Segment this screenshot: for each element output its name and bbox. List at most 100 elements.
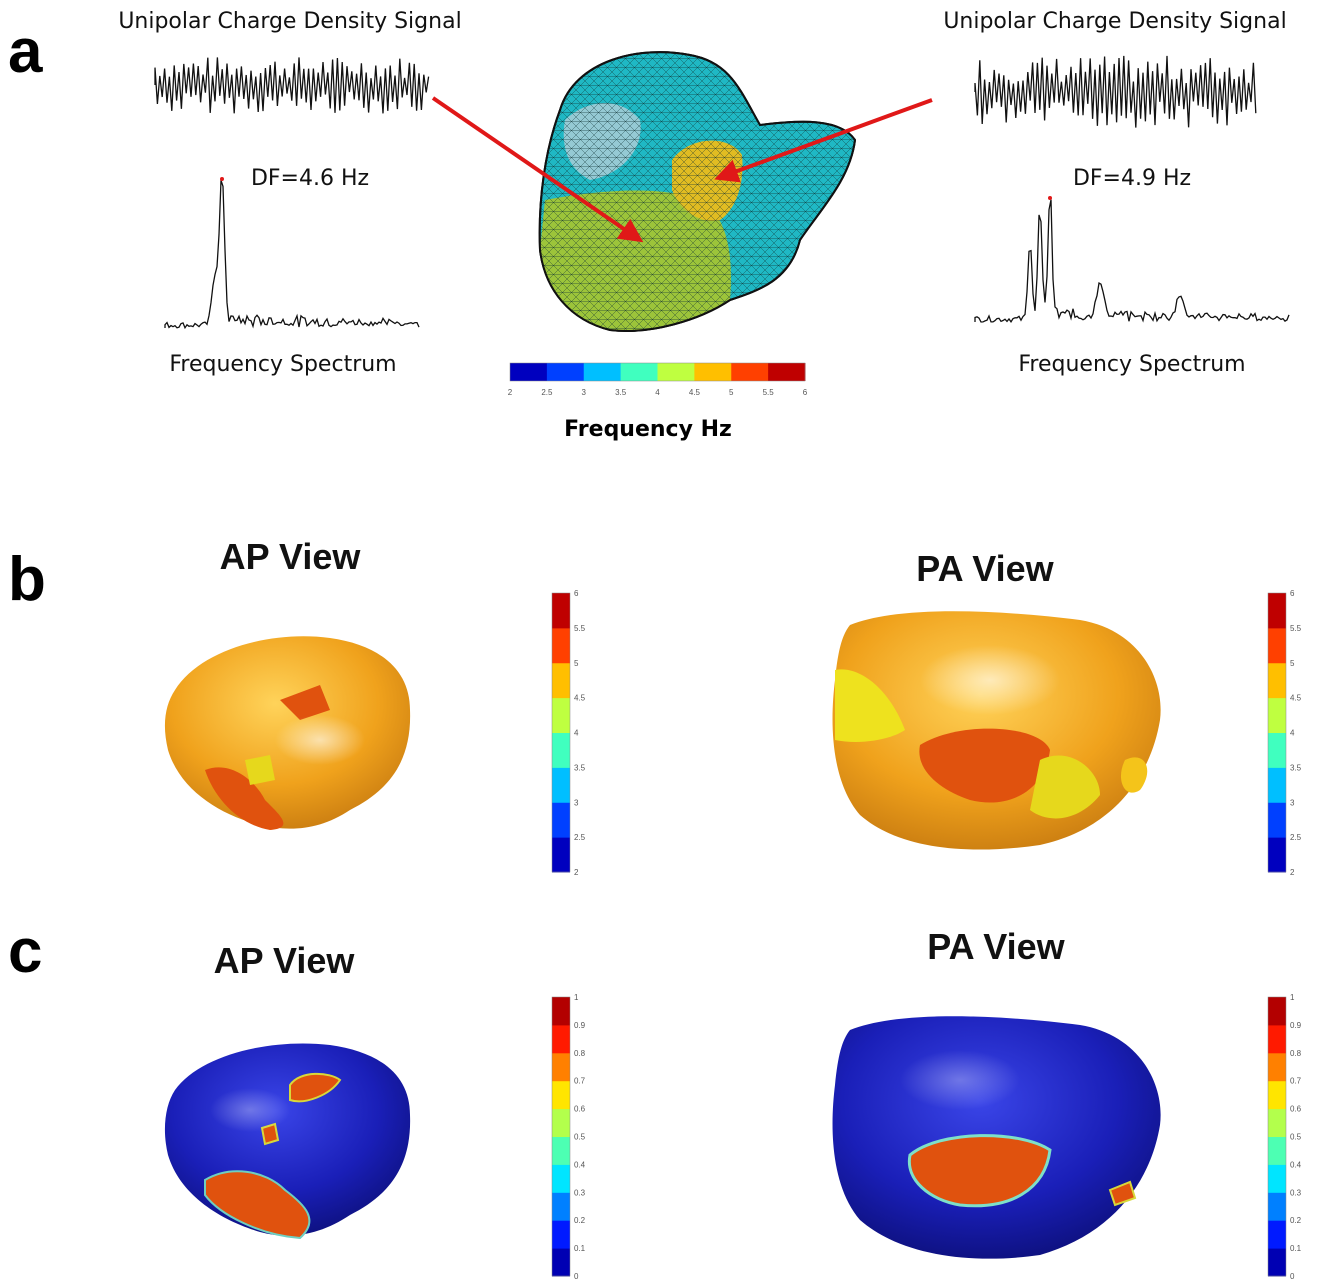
view-title: AP View xyxy=(214,940,356,981)
colorbar-tick-label: 5 xyxy=(1290,659,1295,668)
colorbar-tick-label: 4.5 xyxy=(1290,694,1302,703)
colorbar-tick-label: 0.4 xyxy=(574,1160,586,1169)
colorbar-tick-label: 2 xyxy=(508,388,513,397)
atrial-map xyxy=(833,611,1161,849)
spectrum-trace xyxy=(975,200,1289,322)
atrial-mesh xyxy=(540,52,855,331)
colorbar-block xyxy=(1268,628,1286,663)
colorbar-tick-label: 5.5 xyxy=(763,388,775,397)
colorbar-tick-label: 3 xyxy=(574,798,579,807)
colorbar-block xyxy=(1268,837,1286,872)
colorbar-block xyxy=(552,593,570,628)
colorbar-label: Frequency Hz xyxy=(564,417,732,442)
colorbar-block xyxy=(552,997,570,1025)
colorbar-tick-label: 0 xyxy=(574,1272,579,1280)
colorbar-block xyxy=(552,1220,570,1248)
colorbar-tick-label: 1 xyxy=(574,993,579,1002)
colorbar-block xyxy=(552,1109,570,1137)
atrial-map xyxy=(833,1016,1161,1258)
colorbar-tick-label: 6 xyxy=(1290,589,1295,598)
signal-title: Unipolar Charge Density Signal xyxy=(118,9,461,34)
spectrum-title: Frequency Spectrum xyxy=(169,352,396,377)
colorbar-tick-label: 0.3 xyxy=(1290,1188,1302,1197)
colorbar-tick-label: 2 xyxy=(574,868,579,877)
colorbar-block xyxy=(1268,593,1286,628)
colorbar-tick-label: 0.6 xyxy=(574,1105,586,1114)
colorbar-block xyxy=(552,1025,570,1053)
colorbar-tick-label: 5 xyxy=(729,388,734,397)
colorbar-block xyxy=(1268,802,1286,837)
colorbar-tick-label: 4 xyxy=(574,729,579,738)
atrial-map xyxy=(165,636,410,830)
colorbar-block xyxy=(1268,1164,1286,1192)
colorbar-tick-label: 0.7 xyxy=(1290,1077,1302,1086)
colorbar-block xyxy=(658,363,695,381)
colorbar-tick-label: 5 xyxy=(574,659,579,668)
colorbar-block xyxy=(552,837,570,872)
colorbar-block xyxy=(552,1248,570,1276)
panel-label: b xyxy=(8,545,46,614)
colorbar-block xyxy=(552,767,570,802)
colorbar-block xyxy=(1268,1248,1286,1276)
signal-title: Unipolar Charge Density Signal xyxy=(943,9,1286,34)
colorbar-block xyxy=(1268,663,1286,698)
view-title: PA View xyxy=(916,548,1054,589)
colorbar-tick-label: 4.5 xyxy=(574,694,586,703)
colorbar-block xyxy=(1268,1109,1286,1137)
colorbar-block xyxy=(731,363,768,381)
colorbar-block xyxy=(552,1137,570,1165)
colorbar-tick-label: 0.1 xyxy=(574,1244,586,1253)
colorbar-block xyxy=(1268,997,1286,1025)
spectrum-trace xyxy=(165,180,419,328)
colorbar-block xyxy=(1268,1220,1286,1248)
colorbar-block xyxy=(694,363,731,381)
colorbar-tick-label: 0 xyxy=(1290,1272,1295,1280)
view-title: AP View xyxy=(220,536,362,577)
colorbar-tick-label: 2.5 xyxy=(1290,833,1302,842)
colorbar-block xyxy=(552,802,570,837)
colorbar-block xyxy=(552,1164,570,1192)
colorbar-tick-label: 4 xyxy=(1290,729,1295,738)
colorbar-tick-label: 0.5 xyxy=(1290,1133,1302,1142)
colorbar-block xyxy=(1268,1081,1286,1109)
colorbar-tick-label: 3 xyxy=(1290,798,1295,807)
colorbar-tick-label: 0.8 xyxy=(1290,1049,1302,1058)
colorbar-block xyxy=(1268,1192,1286,1220)
colorbar-tick-label: 0.9 xyxy=(574,1021,586,1030)
colorbar-tick-label: 3.5 xyxy=(1290,763,1302,772)
colorbar-tick-label: 3.5 xyxy=(615,388,627,397)
colorbar-block xyxy=(552,1053,570,1081)
colorbar-block xyxy=(768,363,805,381)
colorbar-block xyxy=(1268,733,1286,768)
peak-marker xyxy=(1048,196,1052,200)
colorbar-tick-label: 0.1 xyxy=(1290,1244,1302,1253)
colorbar-tick-label: 0.2 xyxy=(1290,1216,1302,1225)
colorbar-block xyxy=(1268,698,1286,733)
panel-label: a xyxy=(8,17,43,86)
colorbar-tick-label: 4 xyxy=(655,388,660,397)
colorbar-block xyxy=(1268,767,1286,802)
colorbar-block xyxy=(552,733,570,768)
colorbar-tick-label: 6 xyxy=(574,589,579,598)
colorbar-tick-label: 3.5 xyxy=(574,763,586,772)
colorbar-tick-label: 0.8 xyxy=(574,1049,586,1058)
colorbar-tick-label: 4.5 xyxy=(689,388,701,397)
colorbar-block xyxy=(1268,1025,1286,1053)
colorbar-block xyxy=(552,1192,570,1220)
colorbar-block xyxy=(510,363,547,381)
colorbar-tick-label: 2.5 xyxy=(541,388,553,397)
colorbar-tick-label: 3 xyxy=(582,388,587,397)
colorbar-tick-label: 2.5 xyxy=(574,833,586,842)
colorbar-tick-label: 0.3 xyxy=(574,1188,586,1197)
colorbar-block xyxy=(552,663,570,698)
colorbar-tick-label: 2 xyxy=(1290,868,1295,877)
colorbar-tick-label: 0.9 xyxy=(1290,1021,1302,1030)
colorbar-tick-label: 0.5 xyxy=(574,1133,586,1142)
colorbar-tick-label: 0.4 xyxy=(1290,1160,1302,1169)
colorbar-tick-label: 5.5 xyxy=(1290,624,1302,633)
colorbar-block xyxy=(621,363,658,381)
dominant-frequency: DF=4.9 Hz xyxy=(1073,166,1191,191)
colorbar-block xyxy=(552,628,570,663)
colorbar-tick-label: 6 xyxy=(803,388,808,397)
spectrum-title: Frequency Spectrum xyxy=(1018,352,1245,377)
